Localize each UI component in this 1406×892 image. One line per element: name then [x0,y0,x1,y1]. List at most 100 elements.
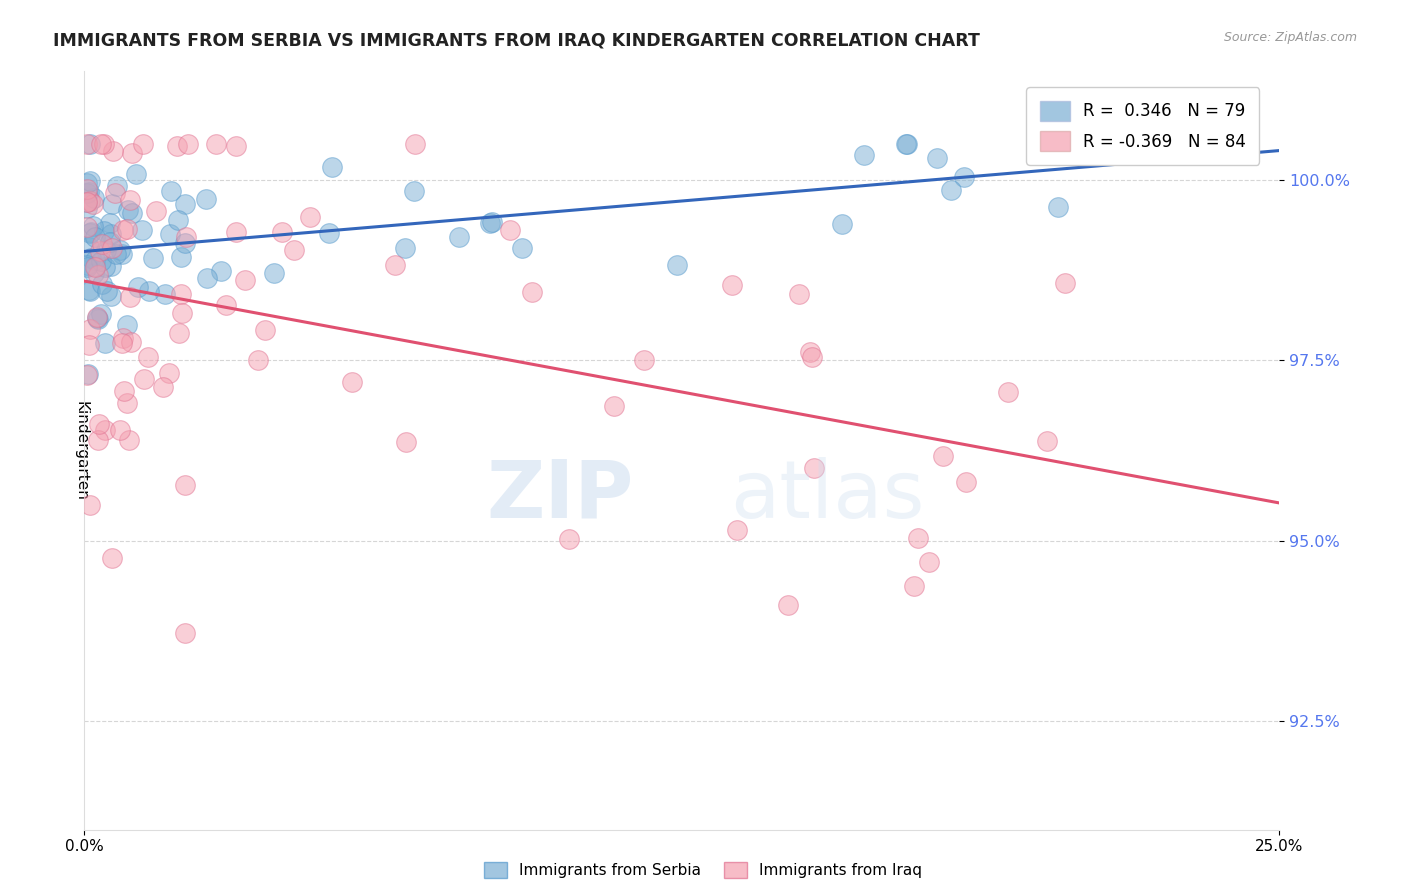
Point [225,225,247,239]
Point [447,229,470,244]
Point [127,279,149,293]
Point [83,260,105,274]
Point [803,461,825,475]
Point [87,433,110,447]
Point [108,243,131,257]
Point [76,195,98,210]
Point [799,344,821,359]
Point [104,247,127,261]
Point [499,222,522,236]
Point [115,396,138,410]
Point [342,375,364,389]
Point [100,289,122,303]
Point [83,260,105,274]
Point [110,424,132,438]
Point [76,219,98,234]
Point [166,139,188,153]
Point [953,169,976,184]
Point [170,306,193,320]
Point [522,285,544,299]
Point [90,254,112,268]
Point [94,243,117,257]
Point [120,290,142,304]
Point [173,235,195,250]
Point [120,193,142,207]
Point [1046,200,1069,214]
Point [512,241,534,255]
Point [394,241,416,255]
Point [77,185,100,199]
Point [110,335,132,350]
Point [112,384,135,398]
Point [83,266,105,280]
Point [94,260,117,274]
Point [481,215,503,229]
Point [318,226,340,240]
Point [112,223,135,237]
Point [801,351,824,365]
Point [173,478,195,492]
Point [918,555,941,569]
Point [903,579,925,593]
Point [939,183,962,197]
Point [298,210,321,224]
Point [167,326,190,340]
Point [96,285,118,299]
Point [927,151,949,165]
Point [76,259,98,273]
Point [83,191,105,205]
Point [907,531,929,545]
Point [76,136,98,151]
Point [76,181,98,195]
Point [93,223,115,237]
Point [93,423,115,437]
Point [215,298,238,312]
Point [86,310,108,324]
Point [124,167,146,181]
Point [159,184,181,198]
Text: IMMIGRANTS FROM SERBIA VS IMMIGRANTS FROM IRAQ KINDERGARTEN CORRELATION CHART: IMMIGRANTS FROM SERBIA VS IMMIGRANTS FRO… [53,31,980,49]
Point [1112,136,1135,151]
Point [145,204,167,219]
Point [558,532,581,546]
Point [118,433,141,447]
Point [87,417,110,432]
Point [115,318,138,332]
Text: ZIP: ZIP [486,457,634,535]
Point [896,136,918,151]
Point [79,498,101,512]
Point [1054,276,1077,290]
Point [169,287,191,301]
Point [84,230,107,244]
Point [896,136,918,151]
Point [142,251,165,265]
Point [100,196,122,211]
Point [176,136,198,151]
Point [98,216,121,230]
Point [195,271,218,285]
Point [384,258,406,272]
Point [955,475,977,489]
Point [665,258,688,272]
Point [263,266,285,280]
Point [82,219,104,234]
Point [120,335,142,350]
Point [603,399,626,413]
Point [404,184,426,198]
Point [100,259,122,273]
Y-axis label: Kindergarten: Kindergarten [73,401,89,500]
Point [87,268,110,282]
Text: Source: ZipAtlas.com: Source: ZipAtlas.com [1223,31,1357,45]
Point [91,237,114,252]
Point [79,285,101,299]
Point [76,186,98,200]
Point [115,221,138,235]
Point [82,197,104,211]
Point [76,368,98,383]
Point [725,523,748,537]
Point [170,250,193,264]
Point [633,352,655,367]
Point [93,136,115,151]
Point [233,273,256,287]
Point [87,311,110,326]
